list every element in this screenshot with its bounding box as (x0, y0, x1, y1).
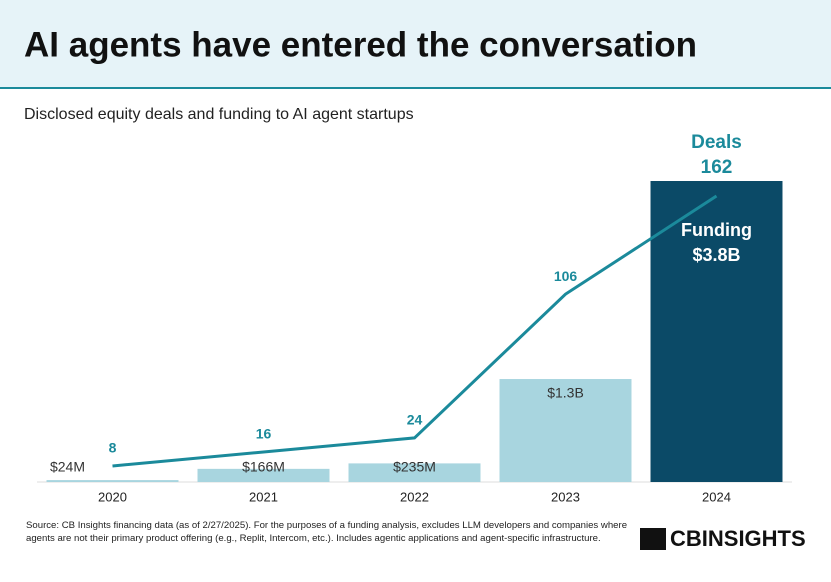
line-value-label: 8 (109, 440, 117, 456)
logo-mark (640, 528, 666, 550)
line-value-label: 106 (554, 268, 578, 284)
line-value-label: 24 (407, 412, 423, 428)
bar-value-label: $235M (393, 459, 436, 475)
x-tick-label: 2024 (702, 489, 731, 504)
bar (348, 463, 481, 482)
chart-title: AI agents have entered the conversation (24, 25, 697, 64)
bar (499, 379, 632, 482)
logo: CBINSIGHTS (670, 526, 806, 551)
deals-line (112, 194, 718, 468)
bar (46, 480, 179, 482)
bar (650, 181, 783, 482)
source-note: Source: CB Insights financing data (as o… (26, 520, 628, 544)
x-tick-label: 2022 (400, 489, 429, 504)
line-series-label: Deals (691, 132, 742, 153)
plot: 2020 2021 2022 2023 2024 $24M $166M $235M $1.3B F… (37, 132, 792, 504)
bar (197, 468, 330, 482)
x-tick-label: 2021 (249, 489, 278, 504)
header-band (0, 0, 831, 88)
x-tick-label: 2020 (98, 489, 127, 504)
bar-series-label: Funding (681, 220, 752, 240)
x-tick-label: 2023 (551, 489, 580, 504)
line-value-label: 16 (256, 426, 272, 442)
line-value-label: 162 (701, 157, 733, 178)
bar-value-label: $3.8B (692, 245, 740, 265)
bar-value-label: $166M (242, 459, 285, 475)
chart-subtitle: Disclosed equity deals and funding to AI… (24, 106, 414, 123)
bar-value-label: $24M (50, 459, 85, 475)
bar-value-label: $1.3B (547, 385, 584, 401)
